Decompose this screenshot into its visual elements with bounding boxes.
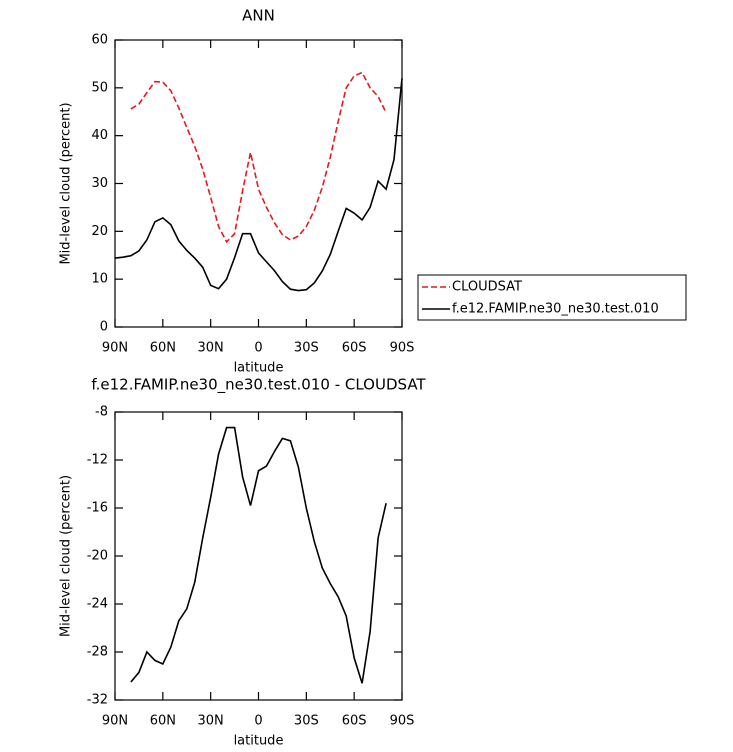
x-tick-label: 30S	[294, 341, 319, 356]
x-axis-label: latitude	[234, 361, 284, 376]
x-tick-label: 30N	[198, 341, 224, 356]
series-line	[130, 71, 387, 244]
y-tick-label: 40	[91, 128, 108, 143]
x-axis-label: latitude	[234, 734, 284, 749]
y-tick-label: -12	[87, 453, 108, 468]
x-tick-label: 30N	[198, 714, 224, 729]
y-tick-label: 30	[91, 176, 108, 191]
y-tick-label: -16	[87, 501, 108, 516]
x-tick-label: 60N	[150, 714, 176, 729]
y-tick-label: 60	[91, 33, 108, 48]
x-tick-label: 90S	[390, 341, 415, 356]
chart-title: ANN	[242, 7, 275, 25]
x-tick-label: 90S	[390, 714, 415, 729]
x-tick-label: 90N	[102, 714, 128, 729]
y-tick-label: -28	[87, 645, 108, 660]
legend-box	[417, 274, 687, 321]
plot-frame	[114, 411, 403, 701]
y-tick-label: -32	[87, 693, 108, 708]
legend-label: CLOUDSAT	[452, 280, 522, 295]
x-tick-label: 0	[254, 714, 262, 729]
y-tick-label: 0	[100, 320, 108, 335]
chart-title: f.e12.FAMIP.ne30_ne30.test.010 - CLOUDSA…	[91, 376, 426, 395]
x-tick-label: 60S	[342, 341, 367, 356]
x-tick-label: 60S	[342, 714, 367, 729]
y-tick-label: 50	[91, 80, 108, 95]
y-axis-label: Mid-level cloud (percent)	[59, 475, 74, 637]
y-tick-label: 10	[91, 272, 108, 287]
y-tick-label: -8	[95, 405, 108, 420]
series-line	[114, 78, 403, 292]
y-axis-label: Mid-level cloud (percent)	[59, 102, 74, 264]
series-line	[130, 426, 387, 684]
x-tick-label: 90N	[102, 341, 128, 356]
legend-label: f.e12.FAMIP.ne30_ne30.test.010	[452, 302, 659, 317]
x-tick-label: 60N	[150, 341, 176, 356]
x-tick-label: 0	[254, 341, 262, 356]
y-tick-label: -20	[87, 549, 108, 564]
y-tick-label: -24	[87, 597, 108, 612]
plot-frame	[114, 39, 403, 328]
x-tick-label: 30S	[294, 714, 319, 729]
y-tick-label: 20	[91, 224, 108, 239]
